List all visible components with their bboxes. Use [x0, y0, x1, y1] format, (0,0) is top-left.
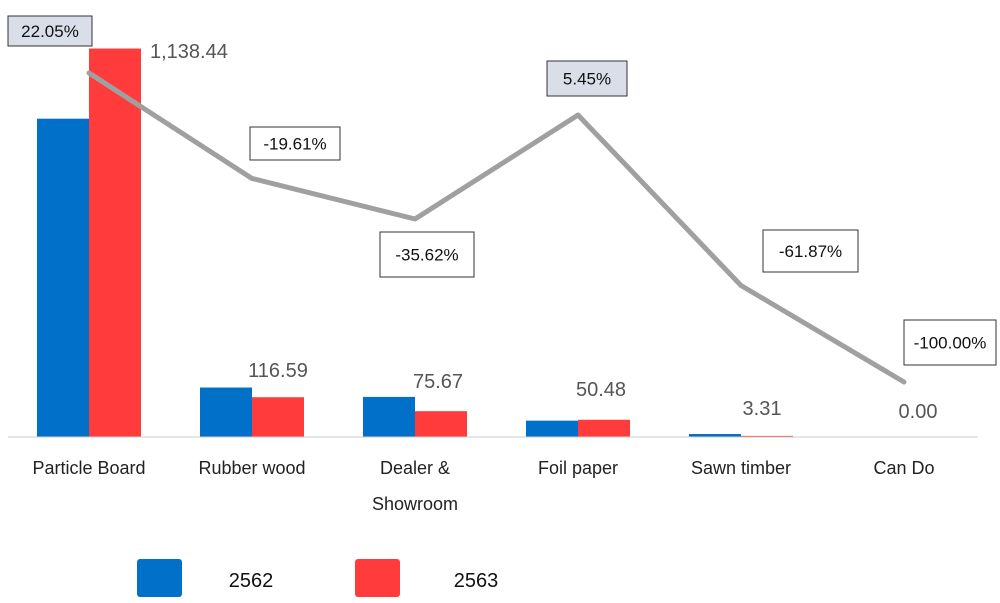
- growth-label-3: 5.45%: [563, 70, 611, 89]
- category-label-2: Dealer & Showroom: [372, 458, 458, 514]
- growth-label-box-1: [249, 126, 341, 161]
- bar-2562-3: [526, 420, 578, 437]
- growth-label-0: 22.05%: [21, 22, 79, 41]
- bar-2562-2: [363, 396, 415, 437]
- growth-line: [86, 70, 907, 385]
- growth-label-2: -35.62%: [395, 246, 458, 265]
- bar-2563-1: [252, 397, 304, 437]
- data-label-3: 50.48: [576, 379, 626, 401]
- data-label-5: 0.00: [899, 401, 938, 423]
- growth-label-box-3: [546, 60, 628, 97]
- bar-2562-4: [689, 434, 741, 437]
- growth-label-4: -61.87%: [779, 242, 842, 261]
- bar-2562-1: [200, 387, 252, 437]
- category-label-0: Particle Board: [32, 458, 145, 478]
- growth-label-box-0: [7, 15, 93, 47]
- category-label-4: Sawn timber: [691, 458, 791, 478]
- bar-2562-0: [37, 118, 89, 437]
- bar-2563-4: [741, 435, 793, 437]
- category-label-5: Can Do: [873, 458, 934, 478]
- category-label-3: Foil paper: [538, 458, 618, 478]
- growth-label-box-5: [903, 319, 997, 366]
- legend-label-2563: 2563: [454, 570, 499, 592]
- legend-swatch-2562: [137, 559, 182, 597]
- data-label-1: 116.59: [248, 360, 308, 382]
- bars-layer: [37, 48, 793, 437]
- bar-2563-0: [89, 48, 141, 437]
- bar-2563-3: [578, 419, 630, 437]
- data-label-2: 75.67: [413, 371, 463, 393]
- data-label-0: 1,138.44: [150, 41, 228, 63]
- growth-label-box-2: [379, 231, 475, 278]
- category-labels: Particle Board Rubber wood Dealer & Showroo…: [32, 458, 934, 514]
- legend-swatch-2563: [355, 559, 400, 597]
- growth-label-box-4: [762, 229, 859, 273]
- value-labels: 1,138.44 116.59 75.67 50.48 3.31 0.00: [150, 41, 937, 423]
- growth-line-layer: 22.05% -19.61% -35.62% 5.45% -61.87% -100.00%: [7, 15, 997, 385]
- growth-label-5: -100.00%: [914, 334, 987, 353]
- legend-label-2562: 2562: [229, 570, 274, 592]
- category-label-1: Rubber wood: [198, 458, 305, 478]
- bar-2563-2: [415, 411, 467, 437]
- legend: 2562 2563: [137, 559, 498, 597]
- growth-label-1: -19.61%: [263, 135, 326, 154]
- data-label-4: 3.31: [743, 398, 782, 420]
